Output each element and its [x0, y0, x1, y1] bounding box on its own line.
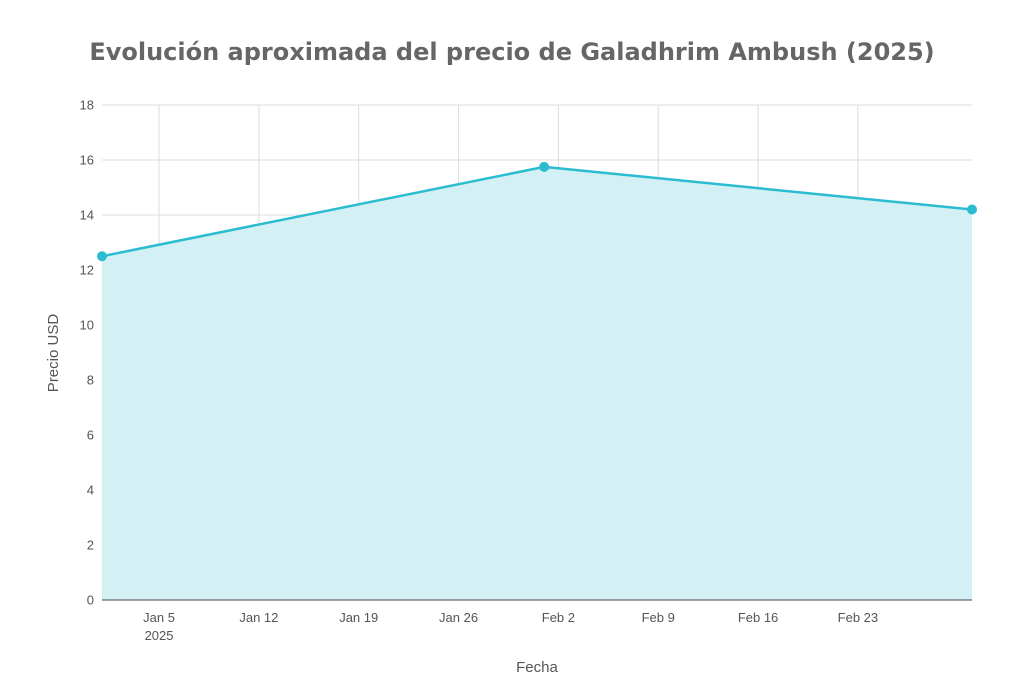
y-tick-label: 4 — [87, 483, 94, 498]
data-point-marker[interactable] — [967, 204, 977, 215]
x-tick-label: Jan 5 — [143, 610, 175, 625]
x-tick-label: Feb 23 — [838, 610, 878, 625]
data-point-marker[interactable] — [539, 161, 550, 172]
y-tick-label: 6 — [87, 428, 94, 443]
x-tick-label: Jan 26 — [439, 610, 478, 625]
x-tick-label: Jan 19 — [339, 610, 378, 625]
x-tick-sublabel: 2025 — [145, 628, 174, 643]
x-tick-label: Feb 16 — [738, 610, 778, 625]
axes: 0 2 4 6 8 10 12 14 16 18 Jan 5 2025 Jan 12 Jan 19 Jan … — [80, 98, 972, 643]
y-tick-label: 12 — [80, 263, 94, 278]
chart-title: Evolución aproximada del precio de Galad… — [89, 38, 934, 66]
y-tick-label: 8 — [87, 373, 94, 388]
y-tick-label: 14 — [80, 208, 94, 223]
x-axis-title: Fecha — [516, 659, 558, 676]
x-tick-label: Feb 9 — [642, 610, 675, 625]
series-area-fill — [102, 166, 972, 600]
x-tick-label: Jan 12 — [239, 610, 278, 625]
area-layer — [101, 165, 973, 600]
y-tick-label: 10 — [80, 318, 94, 333]
y-axis-title: Precio USD — [45, 314, 62, 393]
data-point-marker[interactable] — [97, 251, 107, 262]
data-points — [97, 161, 977, 262]
y-tick-label: 2 — [87, 538, 94, 553]
y-tick-label: 16 — [80, 153, 94, 168]
x-tick-label: Feb 2 — [542, 610, 575, 625]
y-tick-label: 0 — [87, 593, 94, 608]
y-tick-label: 18 — [80, 98, 94, 113]
